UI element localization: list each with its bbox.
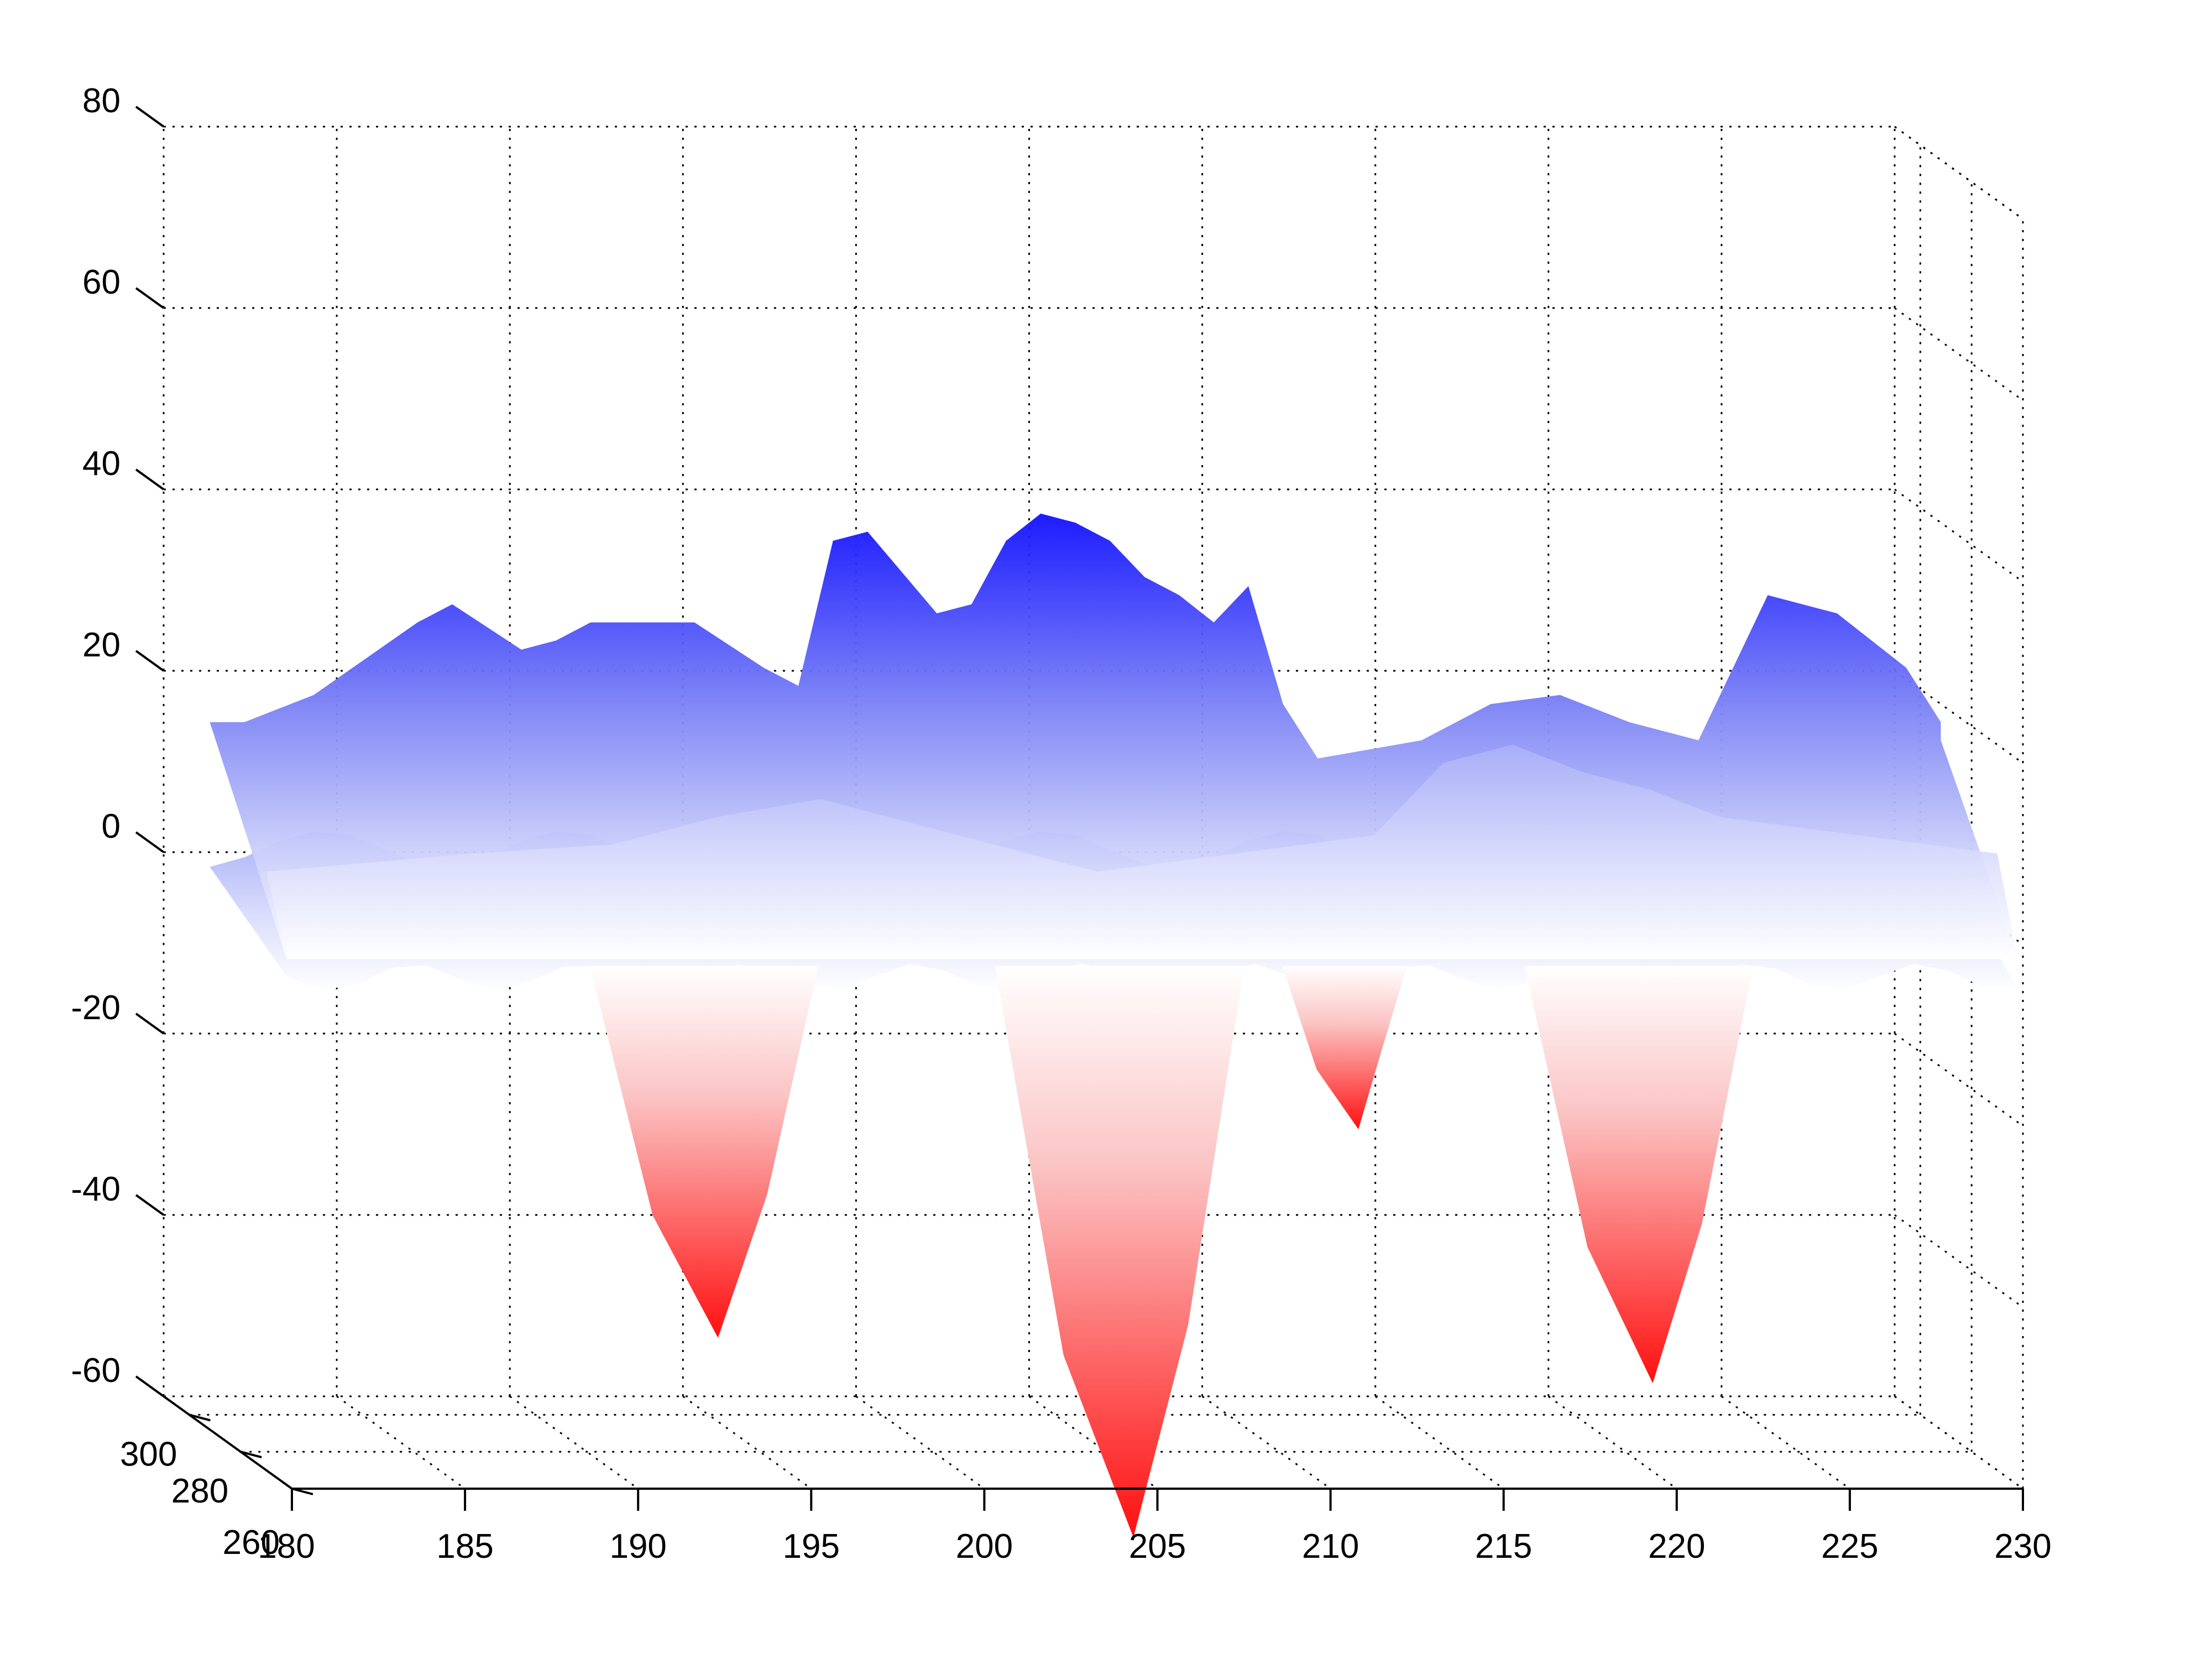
z-tick-label-0: -60 bbox=[71, 1352, 121, 1390]
y-tick-label-0: 260 bbox=[223, 1524, 280, 1562]
grid-line-top-side bbox=[1894, 126, 2023, 220]
z-tick-label-3: 0 bbox=[102, 807, 121, 846]
negative-well-2 bbox=[995, 966, 1244, 1538]
grid-line-side-z-6 bbox=[1894, 307, 2023, 401]
z-tick-mark-0 bbox=[135, 1375, 165, 1397]
z-tick-label-7: 80 bbox=[82, 82, 121, 120]
x-tick-label-7: 215 bbox=[1475, 1527, 1532, 1566]
z-tick-mark-5 bbox=[135, 468, 165, 491]
y-tick-mark-0 bbox=[291, 1488, 313, 1495]
z-tick-label-1: -40 bbox=[71, 1170, 121, 1208]
positive-surface-front bbox=[266, 744, 2018, 959]
x-tick-label-9: 225 bbox=[1821, 1527, 1878, 1566]
x-tick-label-2: 190 bbox=[609, 1527, 666, 1566]
grid-line-floor-x-1 bbox=[336, 1395, 466, 1490]
grid-line-floor-x-7 bbox=[1374, 1395, 1504, 1490]
x-tick-label-8: 220 bbox=[1648, 1527, 1705, 1566]
axes: -60 -40 -20 0 20 40 60 80 180 185 190 195 200 205 210 2… bbox=[71, 82, 2051, 1566]
grid-line-side-z-5 bbox=[1894, 488, 2023, 583]
negative-well-3 bbox=[1282, 966, 1407, 1130]
grid-line-floor-x-3 bbox=[682, 1395, 812, 1490]
grid-line-floor-x-9 bbox=[1721, 1395, 1850, 1490]
y-tick-label-2: 300 bbox=[120, 1435, 177, 1473]
x-tick-label-6: 210 bbox=[1302, 1527, 1359, 1566]
x-tick-label-5: 205 bbox=[1129, 1527, 1186, 1566]
z-tick-label-4: 20 bbox=[82, 626, 121, 664]
z-tick-mark-6 bbox=[135, 287, 165, 309]
y-axis-line bbox=[163, 1395, 293, 1490]
negative-well-4 bbox=[1524, 966, 1753, 1384]
x-tick-label-1: 185 bbox=[436, 1527, 493, 1566]
surface-plot bbox=[210, 513, 2018, 1538]
y-tick-label-1: 280 bbox=[171, 1472, 228, 1510]
y-tick-mark-1 bbox=[240, 1451, 262, 1459]
x-tick-label-3: 195 bbox=[783, 1527, 840, 1566]
grid-line-floor-x-10 bbox=[1894, 1395, 2023, 1490]
grid-line-floor-x-4 bbox=[855, 1395, 985, 1490]
z-tick-mark-4 bbox=[135, 650, 165, 672]
z-tick-label-5: 40 bbox=[82, 445, 121, 483]
z-tick-label-6: 60 bbox=[82, 263, 121, 301]
z-tick-label-2: -20 bbox=[71, 989, 121, 1027]
z-tick-mark-3 bbox=[135, 831, 165, 853]
grid-line-side-z-1 bbox=[1894, 1214, 2023, 1308]
y-tick-mark-2 bbox=[189, 1413, 211, 1422]
z-tick-mark-2 bbox=[135, 1013, 165, 1035]
negative-well-1 bbox=[590, 966, 819, 1338]
z-tick-mark-1 bbox=[135, 1194, 165, 1216]
grid-line-side-z-2 bbox=[1894, 1032, 2023, 1127]
x-tick-label-4: 200 bbox=[956, 1527, 1013, 1566]
x-tick-label-10: 230 bbox=[1994, 1527, 2051, 1566]
z-tick-mark-7 bbox=[135, 106, 165, 128]
grid-line-floor-x-2 bbox=[509, 1395, 639, 1490]
x-tick-label-0: 180 bbox=[258, 1527, 315, 1566]
grid-line-floor-x-6 bbox=[1201, 1395, 1331, 1490]
grid-line-floor-x-8 bbox=[1547, 1395, 1677, 1490]
